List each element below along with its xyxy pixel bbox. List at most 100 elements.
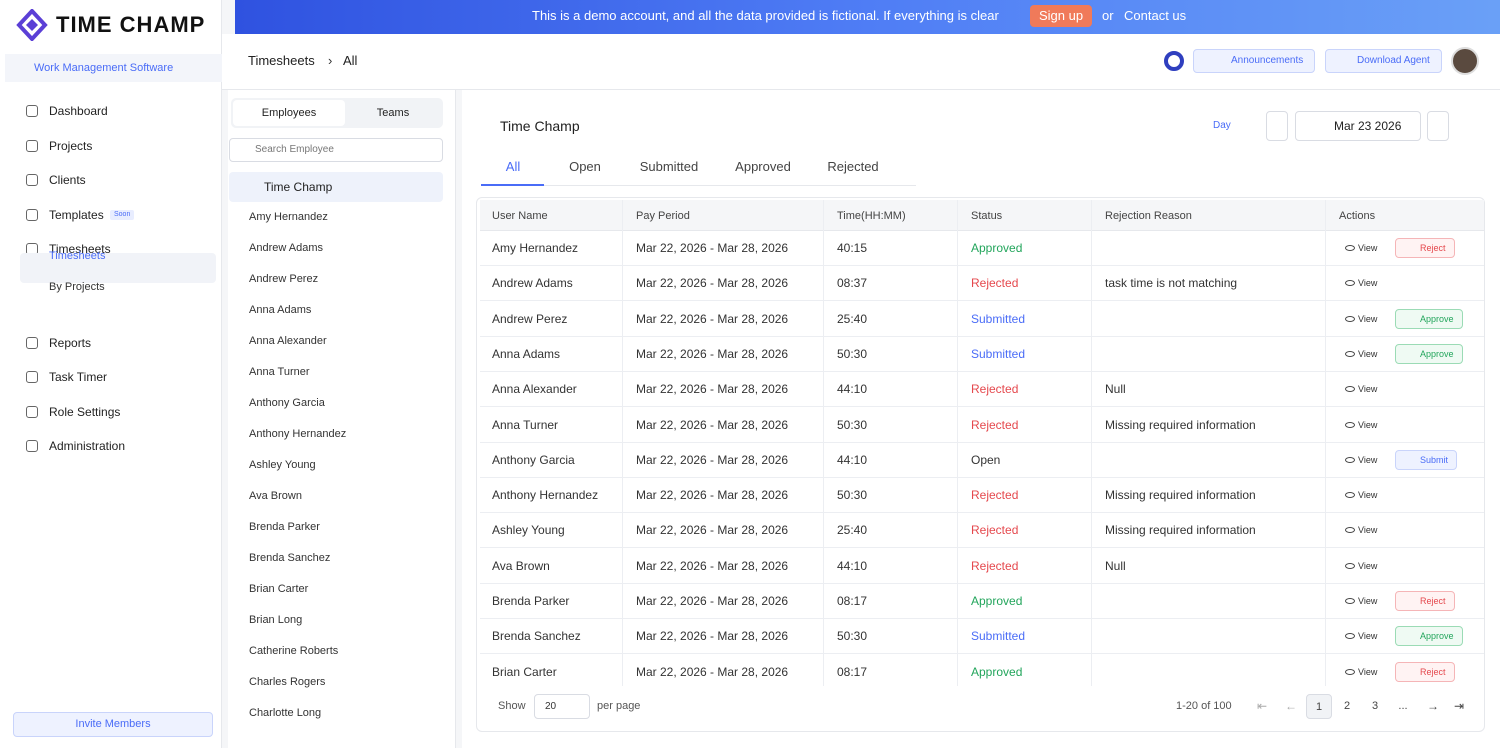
page-nav[interactable]: ⇤ [1257, 699, 1268, 713]
status-tab[interactable]: All [505, 159, 521, 174]
page-button[interactable]: ... [1398, 700, 1408, 712]
status-tab[interactable]: Approved [735, 159, 791, 174]
contact-link[interactable]: Contact us [1124, 8, 1187, 23]
breadcrumb: Timesheets [248, 53, 315, 68]
header-button[interactable]: Announcements [1193, 49, 1315, 73]
page-button[interactable]: 1 [1306, 694, 1332, 719]
row-action-button[interactable]: Approve [1395, 343, 1463, 364]
employee-item[interactable]: Anthony Garcia [249, 397, 325, 409]
row-action-button[interactable]: Reject [1395, 591, 1455, 611]
nav-item[interactable]: Templates [49, 207, 104, 222]
employee-item[interactable]: Anthony Hernandez [249, 428, 347, 440]
date-picker[interactable]: Mar 23 2026 [1295, 111, 1421, 141]
pay-period: Mar 22, 2026 - Mar 28, 2026 [636, 311, 789, 326]
employee-item[interactable]: Anna Adams [249, 304, 312, 316]
employee-item[interactable]: Brenda Parker [249, 521, 320, 533]
view-action[interactable]: View [1358, 243, 1378, 253]
employee-item[interactable]: Ava Brown [249, 490, 302, 502]
employee-item[interactable]: Brian Long [249, 614, 303, 626]
page-nav[interactable]: ⇥ [1454, 699, 1465, 713]
page-button[interactable]: 2 [1343, 700, 1351, 712]
nav-item[interactable]: Clients [49, 173, 86, 187]
invite-button[interactable]: Invite Members [13, 712, 213, 737]
avatar[interactable] [1451, 47, 1479, 75]
view-action[interactable]: View [1358, 525, 1378, 536]
employee-item[interactable]: Charlotte Long [249, 707, 322, 719]
employee-item[interactable]: Andrew Adams [249, 242, 323, 254]
panel-tab[interactable]: Employees [233, 100, 345, 126]
employee-item[interactable]: Anna Turner [249, 366, 310, 378]
rejection-reason: Missing required information [1105, 523, 1256, 538]
row-line [480, 406, 1484, 408]
row-action-button[interactable]: Submit [1395, 449, 1458, 470]
column-header[interactable]: Pay Period [636, 210, 690, 222]
tab-underline [481, 185, 916, 186]
nav-icon [26, 174, 38, 186]
view-action[interactable]: View [1358, 631, 1378, 642]
main-title: Time Champ [500, 118, 580, 134]
header-button[interactable]: Download Agent [1325, 49, 1442, 73]
page-button[interactable]: 3 [1371, 700, 1379, 712]
view-action[interactable]: View [1358, 278, 1378, 289]
pay-period: Mar 22, 2026 - Mar 28, 2026 [636, 558, 789, 573]
page-nav[interactable]: ← [1285, 699, 1297, 713]
employee-item[interactable]: Brian Carter [249, 583, 309, 595]
employee-item[interactable]: Ashley Young [249, 459, 316, 471]
employee-item[interactable]: Andrew Perez [249, 273, 319, 285]
employee-item[interactable]: Anna Alexander [249, 335, 327, 347]
view-action[interactable]: View [1358, 313, 1378, 324]
page-nav[interactable]: → [1427, 699, 1439, 713]
view-action[interactable]: View [1358, 490, 1378, 501]
status-tab[interactable]: Rejected [827, 159, 879, 174]
search-box[interactable]: Search Employee [229, 138, 443, 162]
nav-item[interactable]: Projects [49, 138, 93, 153]
employee-item[interactable]: Amy Hernandez [249, 211, 328, 223]
view-select[interactable]: Day [1213, 120, 1231, 131]
status: Open [971, 452, 1001, 467]
column-header[interactable]: Actions [1339, 210, 1376, 222]
status-tab[interactable]: Submitted [639, 159, 699, 174]
rejection-reason: Null [1105, 382, 1126, 397]
time: 50:30 [837, 488, 868, 503]
nav-item[interactable]: Task Timer [49, 370, 108, 384]
row-action-button[interactable]: Approve [1395, 626, 1463, 647]
nav-item[interactable]: Dashboard [49, 104, 108, 118]
next-date[interactable] [1427, 111, 1449, 141]
per-page-select[interactable]: 20 [534, 694, 590, 719]
employee-item[interactable]: Charles Rogers [249, 676, 326, 688]
nav-item[interactable]: Reports [49, 335, 92, 350]
user-name: Andrew Perez [492, 311, 568, 326]
view-action[interactable]: View [1358, 560, 1378, 571]
employee-item[interactable]: Catherine Roberts [249, 645, 339, 657]
workspace-select[interactable]: Work Management Software [5, 54, 222, 82]
view-action[interactable]: View [1358, 384, 1378, 395]
main-panel [462, 90, 1500, 748]
column-header[interactable]: Time(HH:MM) [837, 210, 906, 222]
employee-item[interactable]: Brenda Sanchez [249, 552, 331, 564]
status-tab[interactable]: Open [569, 159, 601, 174]
column-header[interactable]: Rejection Reason [1105, 210, 1192, 222]
view-action[interactable]: View [1358, 666, 1378, 677]
pay-period: Mar 22, 2026 - Mar 28, 2026 [636, 417, 789, 432]
nav-subitem[interactable]: Timesheets [49, 249, 106, 262]
pay-period: Mar 22, 2026 - Mar 28, 2026 [636, 629, 789, 644]
nav-item[interactable]: Administration [49, 439, 126, 453]
nav-item[interactable]: Role Settings [49, 404, 121, 419]
signup-button[interactable]: Sign up [1030, 5, 1092, 27]
nav-subitem[interactable]: By Projects [49, 280, 105, 293]
view-action[interactable]: View [1358, 596, 1378, 606]
row-action-button[interactable]: Reject [1395, 238, 1455, 258]
logo-text: TIME CHAMP [56, 12, 206, 37]
org-item[interactable]: Time Champ [264, 180, 333, 194]
view-action[interactable]: View [1358, 348, 1378, 359]
column-header[interactable]: Status [971, 210, 1003, 222]
row-action-button[interactable]: Reject [1395, 661, 1455, 682]
panel-tab[interactable]: Teams [376, 107, 410, 119]
row-action-button[interactable]: Approve [1395, 308, 1463, 329]
view-action[interactable]: View [1358, 419, 1378, 430]
view-action[interactable]: View [1358, 454, 1378, 465]
rejection-reason: Missing required information [1105, 417, 1256, 432]
prev-date[interactable] [1266, 111, 1288, 141]
column-header[interactable]: User Name [492, 210, 548, 222]
time: 44:10 [837, 382, 868, 397]
